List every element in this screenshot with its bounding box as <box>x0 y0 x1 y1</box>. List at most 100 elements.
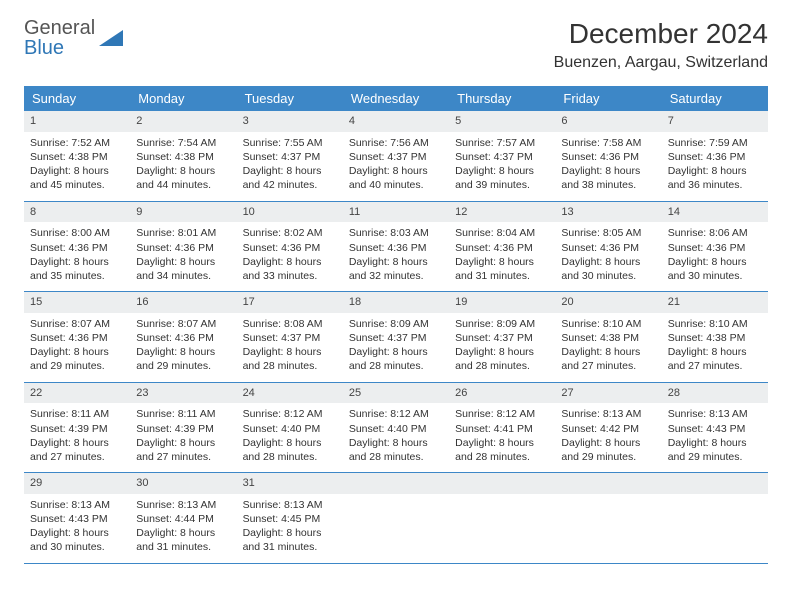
sunset-line: Sunset: 4:40 PM <box>243 422 337 436</box>
sunset-line: Sunset: 4:37 PM <box>349 150 443 164</box>
calendar-cell: 6Sunrise: 7:58 AMSunset: 4:36 PMDaylight… <box>555 111 661 201</box>
day-number: 2 <box>130 111 236 132</box>
day-body: Sunrise: 8:10 AMSunset: 4:38 PMDaylight:… <box>555 313 661 382</box>
daylight-line: Daylight: 8 hours and 31 minutes. <box>455 255 549 283</box>
daylight-line: Daylight: 8 hours and 31 minutes. <box>243 526 337 554</box>
sunset-line: Sunset: 4:37 PM <box>243 150 337 164</box>
sunrise-line: Sunrise: 8:11 AM <box>30 407 124 421</box>
day-body: Sunrise: 8:01 AMSunset: 4:36 PMDaylight:… <box>130 222 236 291</box>
day-number: 27 <box>555 383 661 404</box>
daylight-line: Daylight: 8 hours and 27 minutes. <box>136 436 230 464</box>
sunrise-line: Sunrise: 7:52 AM <box>30 136 124 150</box>
daylight-line: Daylight: 8 hours and 29 minutes. <box>561 436 655 464</box>
calendar-cell: 10Sunrise: 8:02 AMSunset: 4:36 PMDayligh… <box>237 202 343 292</box>
sunset-line: Sunset: 4:43 PM <box>30 512 124 526</box>
calendar-cell: 13Sunrise: 8:05 AMSunset: 4:36 PMDayligh… <box>555 202 661 292</box>
daylight-line: Daylight: 8 hours and 27 minutes. <box>561 345 655 373</box>
calendar-cell: 20Sunrise: 8:10 AMSunset: 4:38 PMDayligh… <box>555 292 661 382</box>
calendar-cell: 27Sunrise: 8:13 AMSunset: 4:42 PMDayligh… <box>555 383 661 473</box>
sunset-line: Sunset: 4:37 PM <box>455 331 549 345</box>
day-number: 1 <box>24 111 130 132</box>
sunrise-line: Sunrise: 8:13 AM <box>243 498 337 512</box>
daylight-line: Daylight: 8 hours and 44 minutes. <box>136 164 230 192</box>
day-body: Sunrise: 8:12 AMSunset: 4:41 PMDaylight:… <box>449 403 555 472</box>
calendar-cell: 26Sunrise: 8:12 AMSunset: 4:41 PMDayligh… <box>449 383 555 473</box>
day-body: Sunrise: 8:13 AMSunset: 4:43 PMDaylight:… <box>24 494 130 563</box>
sunset-line: Sunset: 4:38 PM <box>136 150 230 164</box>
sunrise-line: Sunrise: 8:07 AM <box>136 317 230 331</box>
daylight-line: Daylight: 8 hours and 45 minutes. <box>30 164 124 192</box>
day-body: Sunrise: 8:06 AMSunset: 4:36 PMDaylight:… <box>662 222 768 291</box>
daylight-line: Daylight: 8 hours and 42 minutes. <box>243 164 337 192</box>
day-body: Sunrise: 7:57 AMSunset: 4:37 PMDaylight:… <box>449 132 555 201</box>
day-number: 21 <box>662 292 768 313</box>
day-number: 16 <box>130 292 236 313</box>
day-number: 11 <box>343 202 449 223</box>
day-number: 14 <box>662 202 768 223</box>
calendar-cell: 23Sunrise: 8:11 AMSunset: 4:39 PMDayligh… <box>130 383 236 473</box>
weekday-label: Tuesday <box>237 86 343 111</box>
location: Buenzen, Aargau, Switzerland <box>554 54 768 72</box>
day-body: Sunrise: 8:11 AMSunset: 4:39 PMDaylight:… <box>24 403 130 472</box>
sunrise-line: Sunrise: 8:07 AM <box>30 317 124 331</box>
daylight-line: Daylight: 8 hours and 39 minutes. <box>455 164 549 192</box>
day-number: 29 <box>24 473 130 494</box>
daylight-line: Daylight: 8 hours and 29 minutes. <box>30 345 124 373</box>
sunrise-line: Sunrise: 8:12 AM <box>349 407 443 421</box>
day-number: 24 <box>237 383 343 404</box>
calendar-cell: 29Sunrise: 8:13 AMSunset: 4:43 PMDayligh… <box>24 473 130 563</box>
day-number: 20 <box>555 292 661 313</box>
daylight-line: Daylight: 8 hours and 36 minutes. <box>668 164 762 192</box>
day-number: 30 <box>130 473 236 494</box>
calendar-cell: 11Sunrise: 8:03 AMSunset: 4:36 PMDayligh… <box>343 202 449 292</box>
sunset-line: Sunset: 4:45 PM <box>243 512 337 526</box>
sunrise-line: Sunrise: 7:59 AM <box>668 136 762 150</box>
day-number: 25 <box>343 383 449 404</box>
calendar: SundayMondayTuesdayWednesdayThursdayFrid… <box>24 86 768 564</box>
daylight-line: Daylight: 8 hours and 28 minutes. <box>349 436 443 464</box>
weekday-label: Monday <box>130 86 236 111</box>
sunset-line: Sunset: 4:39 PM <box>136 422 230 436</box>
day-body: Sunrise: 8:11 AMSunset: 4:39 PMDaylight:… <box>130 403 236 472</box>
sunrise-line: Sunrise: 8:05 AM <box>561 226 655 240</box>
sunrise-line: Sunrise: 8:08 AM <box>243 317 337 331</box>
day-number: 12 <box>449 202 555 223</box>
daylight-line: Daylight: 8 hours and 34 minutes. <box>136 255 230 283</box>
sunset-line: Sunset: 4:36 PM <box>561 150 655 164</box>
sunrise-line: Sunrise: 8:13 AM <box>668 407 762 421</box>
day-body: Sunrise: 8:10 AMSunset: 4:38 PMDaylight:… <box>662 313 768 382</box>
daylight-line: Daylight: 8 hours and 29 minutes. <box>136 345 230 373</box>
sunset-line: Sunset: 4:44 PM <box>136 512 230 526</box>
day-number: 10 <box>237 202 343 223</box>
day-body: Sunrise: 8:04 AMSunset: 4:36 PMDaylight:… <box>449 222 555 291</box>
calendar-cell: 31 Sunrise: 8:13 AMSunset: 4:45 PMDayligh… <box>237 473 343 563</box>
sunrise-line: Sunrise: 8:13 AM <box>561 407 655 421</box>
sunrise-line: Sunrise: 8:09 AM <box>455 317 549 331</box>
calendar-cell: 15Sunrise: 8:07 AMSunset: 4:36 PMDayligh… <box>24 292 130 382</box>
day-body: Sunrise: 8:09 AMSunset: 4:37 PMDaylight:… <box>343 313 449 382</box>
sunset-line: Sunset: 4:36 PM <box>668 150 762 164</box>
calendar-cell <box>343 473 449 563</box>
sunset-line: Sunset: 4:36 PM <box>455 241 549 255</box>
sunrise-line: Sunrise: 8:04 AM <box>455 226 549 240</box>
day-number <box>449 473 555 494</box>
day-body: Sunrise: 8:07 AMSunset: 4:36 PMDaylight:… <box>130 313 236 382</box>
daylight-line: Daylight: 8 hours and 28 minutes. <box>349 345 443 373</box>
calendar-cell: 25Sunrise: 8:12 AMSunset: 4:40 PMDayligh… <box>343 383 449 473</box>
daylight-line: Daylight: 8 hours and 29 minutes. <box>668 436 762 464</box>
sunrise-line: Sunrise: 8:10 AM <box>668 317 762 331</box>
day-number: 31 <box>237 473 343 494</box>
day-body: Sunrise: 8:05 AMSunset: 4:36 PMDaylight:… <box>555 222 661 291</box>
sunset-line: Sunset: 4:39 PM <box>30 422 124 436</box>
daylight-line: Daylight: 8 hours and 28 minutes. <box>455 345 549 373</box>
day-body: Sunrise: 8:08 AMSunset: 4:37 PMDaylight:… <box>237 313 343 382</box>
sunrise-line: Sunrise: 8:01 AM <box>136 226 230 240</box>
sunset-line: Sunset: 4:37 PM <box>455 150 549 164</box>
sunset-line: Sunset: 4:36 PM <box>668 241 762 255</box>
sunset-line: Sunset: 4:36 PM <box>349 241 443 255</box>
sunset-line: Sunset: 4:36 PM <box>30 331 124 345</box>
day-number: 4 <box>343 111 449 132</box>
sunrise-line: Sunrise: 8:00 AM <box>30 226 124 240</box>
calendar-cell: 3Sunrise: 7:55 AMSunset: 4:37 PMDaylight… <box>237 111 343 201</box>
sunrise-line: Sunrise: 8:02 AM <box>243 226 337 240</box>
